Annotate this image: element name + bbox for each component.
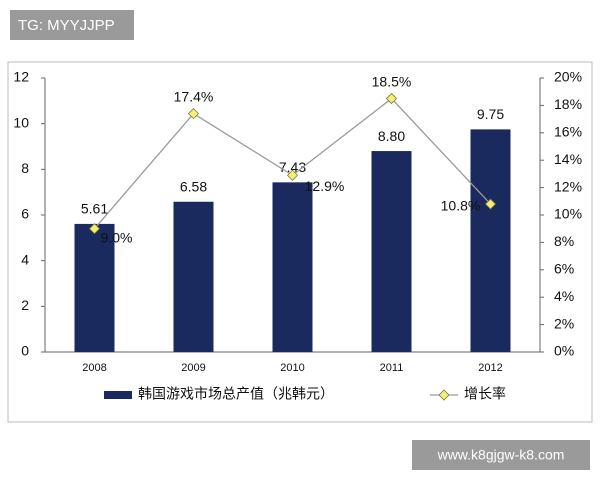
y-tick-label: 8 xyxy=(21,160,29,176)
y2-tick-label: 10% xyxy=(554,206,582,222)
line-value-label: 18.5% xyxy=(372,73,412,89)
bar xyxy=(371,151,412,352)
y2-tick-label: 8% xyxy=(554,233,574,249)
line-marker xyxy=(385,92,398,105)
y-tick-label: 2 xyxy=(21,297,29,313)
watermark: TG: MYYJJPP xyxy=(18,17,115,34)
bar-value-label: 6.58 xyxy=(180,178,207,194)
line-marker xyxy=(286,169,299,181)
bar-value-label: 5.61 xyxy=(81,201,108,217)
line-marker xyxy=(187,108,200,120)
watermark-box xyxy=(10,10,134,40)
y-tick-label: 4 xyxy=(21,251,29,267)
x-tick-label: 2009 xyxy=(181,362,205,374)
y-tick-label: 6 xyxy=(21,206,29,222)
legend-label: 增长率 xyxy=(464,386,506,402)
y2-tick-label: 12% xyxy=(554,178,582,194)
line-value-label: 17.4% xyxy=(174,88,214,104)
y-tick-label: 12 xyxy=(13,69,29,85)
y2-tick-label: 0% xyxy=(554,343,574,359)
y2-tick-label: 14% xyxy=(554,151,582,167)
bar xyxy=(74,223,115,352)
line-value-label: 9.0% xyxy=(101,229,133,245)
x-tick-label: 2010 xyxy=(280,362,304,374)
line-marker xyxy=(484,198,497,210)
x-tick-label: 2008 xyxy=(82,362,106,374)
legend-swatch xyxy=(104,391,132,399)
line-marker xyxy=(88,223,101,235)
line-value-label: 10.8% xyxy=(441,198,481,214)
x-tick-label: 2012 xyxy=(478,362,502,374)
line-value-label: 12.9% xyxy=(305,178,345,194)
legend-label: 韩国游戏市场总产值（兆韩元） xyxy=(138,386,334,402)
bar-value-label: 8.80 xyxy=(378,128,405,144)
y2-tick-label: 16% xyxy=(554,124,582,140)
bar xyxy=(272,182,313,352)
y-tick-label: 0 xyxy=(21,343,29,359)
x-tick-label: 2011 xyxy=(380,362,404,374)
watermark: www.k8gjgw-k8.com xyxy=(437,447,565,463)
y2-tick-label: 6% xyxy=(554,261,574,277)
y2-tick-label: 2% xyxy=(554,315,574,331)
bar-value-label: 9.75 xyxy=(477,106,504,122)
legend-marker xyxy=(438,389,450,401)
bar xyxy=(173,201,214,352)
y2-tick-label: 20% xyxy=(554,69,582,85)
y-tick-label: 10 xyxy=(13,114,29,130)
bar xyxy=(470,129,511,352)
y2-tick-label: 18% xyxy=(554,96,582,112)
y2-tick-label: 4% xyxy=(554,288,574,304)
watermark-box xyxy=(412,440,590,470)
